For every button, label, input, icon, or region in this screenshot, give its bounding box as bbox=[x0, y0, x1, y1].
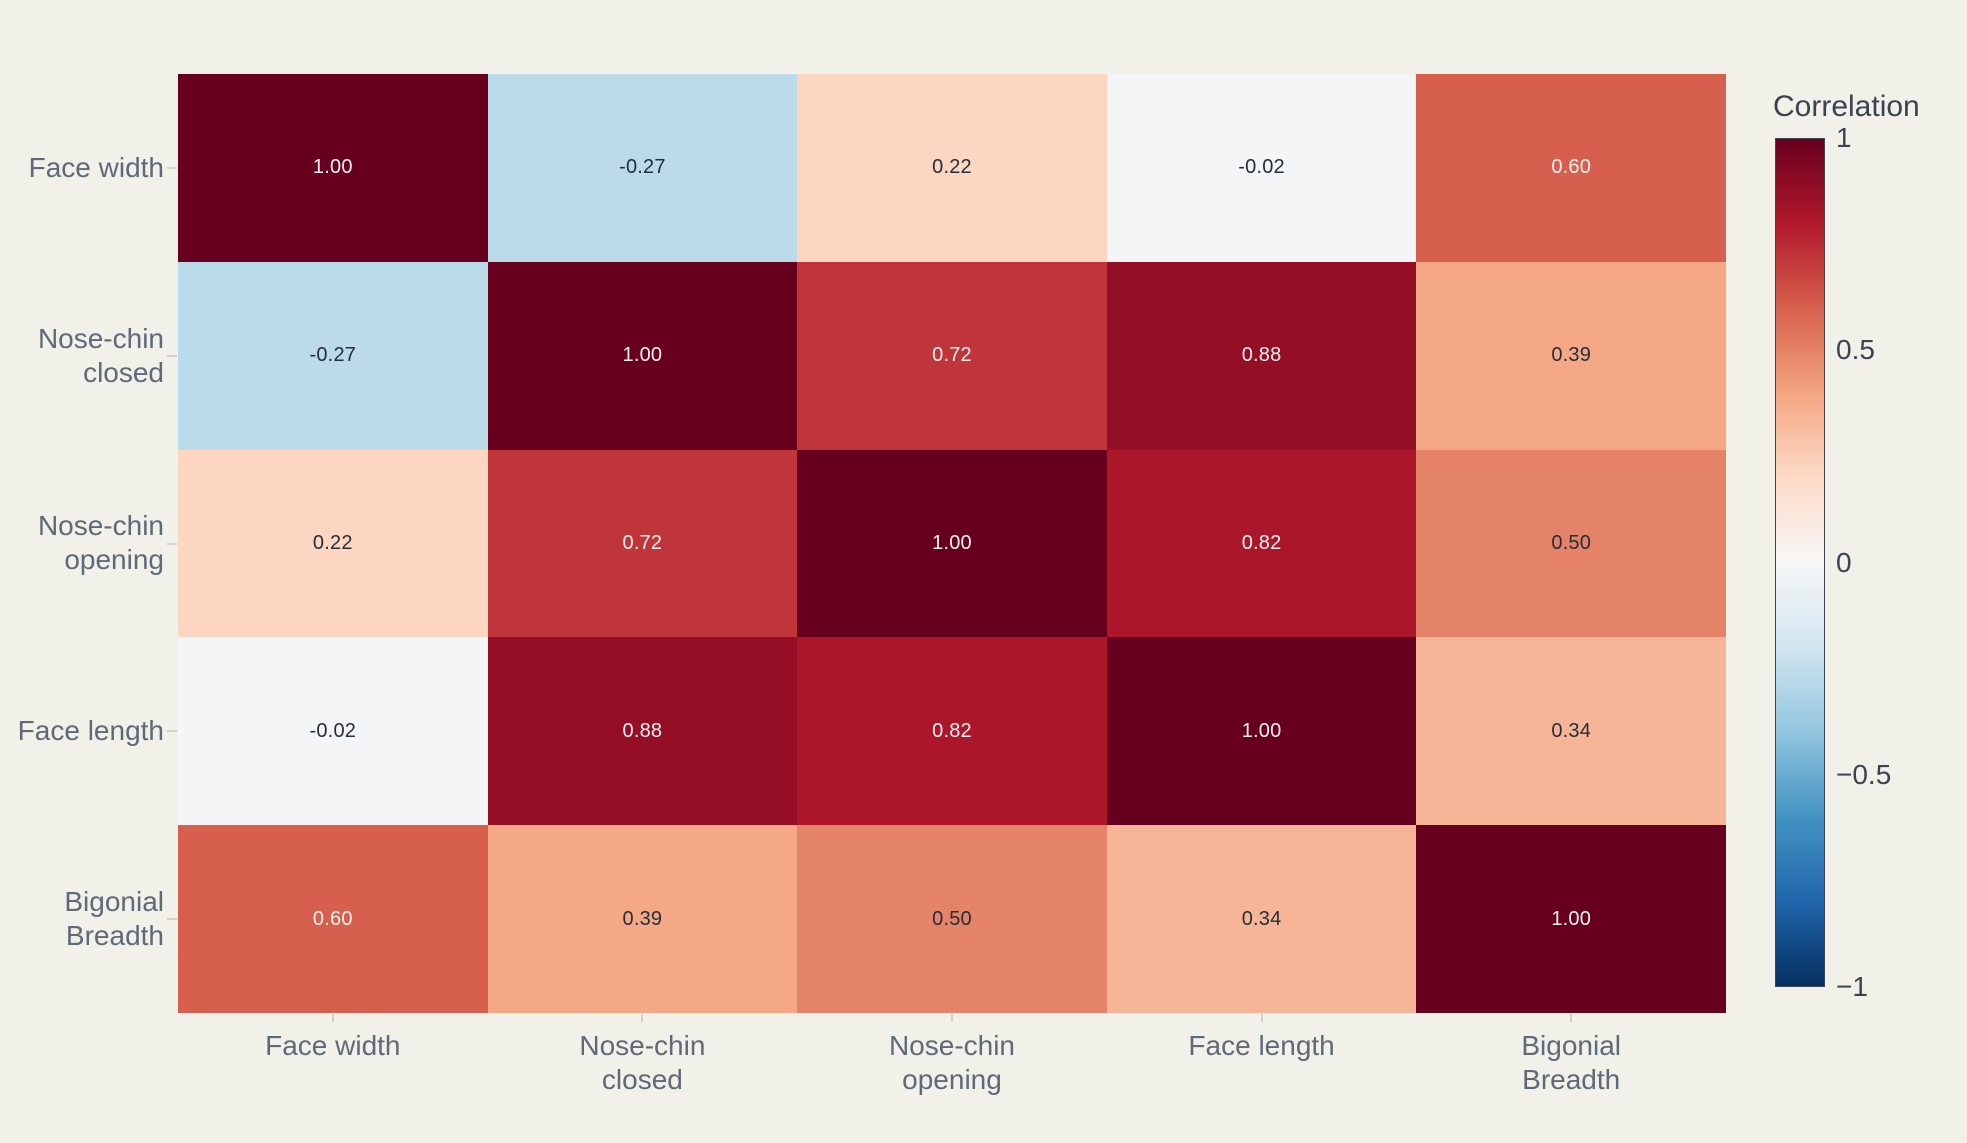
y-axis-label: Nose-chin closed bbox=[37, 322, 164, 388]
heatmap-cell[interactable]: 0.50 bbox=[1416, 449, 1726, 638]
heatmap-cell[interactable]: 0.88 bbox=[1106, 261, 1417, 450]
heatmap-cell[interactable]: 0.60 bbox=[1416, 74, 1726, 262]
heatmap-cell[interactable]: 0.39 bbox=[487, 825, 798, 1013]
x-axis-tick bbox=[331, 1014, 334, 1022]
x-axis-label: Nose-chin opening bbox=[888, 1030, 1016, 1095]
heatmap-cell[interactable]: 0.88 bbox=[487, 637, 798, 826]
x-axis-tick bbox=[1260, 1014, 1263, 1022]
x-axis-label: Nose-chin closed bbox=[579, 1030, 706, 1095]
heatmap-cell[interactable]: 0.50 bbox=[797, 825, 1107, 1013]
x-axis-tick bbox=[951, 1014, 953, 1022]
heatmap-cell[interactable]: 0.82 bbox=[797, 637, 1107, 826]
colorbar-tick-label: −1 bbox=[1836, 971, 1868, 1002]
cell-value: 0.50 bbox=[932, 907, 972, 930]
heatmap-cell[interactable]: 0.22 bbox=[178, 449, 488, 638]
cell-value: 0.22 bbox=[932, 156, 972, 179]
x-axis-tick bbox=[641, 1014, 644, 1022]
cell-value: 1.00 bbox=[1241, 719, 1282, 742]
cell-value: -0.02 bbox=[1238, 156, 1285, 179]
heatmap-cell[interactable]: 0.34 bbox=[1416, 637, 1726, 826]
cell-value: -0.27 bbox=[619, 156, 666, 179]
colorbar-tick-label: 1 bbox=[1836, 122, 1852, 153]
colorbar-tick-label: 0 bbox=[1836, 546, 1852, 578]
heatmap-cell[interactable]: -0.27 bbox=[178, 261, 488, 450]
y-axis-label: Bigonial Breadth bbox=[64, 886, 164, 952]
cell-value: 1.00 bbox=[622, 344, 663, 367]
y-axis-label: Face length bbox=[17, 715, 164, 747]
cell-value: 0.50 bbox=[1551, 531, 1592, 554]
cell-value: 0.60 bbox=[1551, 156, 1592, 179]
cell-value: 0.60 bbox=[312, 907, 353, 930]
y-axis-tick bbox=[167, 730, 177, 733]
x-axis-label: Bigonial Breadth bbox=[1521, 1030, 1621, 1095]
cell-value: 0.39 bbox=[1551, 344, 1592, 367]
cell-value: 1.00 bbox=[312, 156, 353, 179]
colorbar-title: Correlation bbox=[1773, 90, 1920, 123]
x-axis-label: Face width bbox=[265, 1030, 401, 1061]
heatmap-cell[interactable]: 1.00 bbox=[1416, 825, 1726, 1013]
cell-value: 0.72 bbox=[622, 531, 663, 554]
heatmap-cell[interactable]: -0.27 bbox=[487, 74, 798, 262]
cell-value: 0.82 bbox=[1241, 531, 1282, 554]
heatmap-cell[interactable]: 1.00 bbox=[1106, 637, 1417, 826]
y-axis-label: Nose-chin opening bbox=[37, 510, 164, 576]
heatmap-cell[interactable]: 0.34 bbox=[1106, 825, 1417, 1013]
heatmap-cell[interactable]: 1.00 bbox=[178, 74, 488, 262]
cell-value: 1.00 bbox=[1551, 907, 1592, 930]
y-axis-tick bbox=[167, 166, 177, 169]
cell-value: -0.27 bbox=[309, 344, 357, 367]
cell-value: -0.02 bbox=[309, 719, 357, 742]
heatmap-cell[interactable]: 0.82 bbox=[1106, 449, 1417, 638]
heatmap-cell[interactable]: 1.00 bbox=[797, 449, 1107, 638]
cell-value: 0.88 bbox=[622, 719, 663, 742]
y-axis-tick bbox=[167, 354, 177, 357]
heatmap-cell[interactable]: 0.39 bbox=[1416, 261, 1726, 450]
cell-value: 1.00 bbox=[932, 531, 972, 554]
x-axis-label: Face length bbox=[1188, 1030, 1335, 1061]
cell-value: 0.22 bbox=[312, 531, 353, 554]
colorbar-tick-label: −0.5 bbox=[1836, 758, 1892, 790]
heatmap-cell[interactable]: 0.60 bbox=[178, 825, 488, 1013]
heatmap-grid: 1.00 -0.27 0.22 -0.02 0.60 -0.27 1.00 0.72 0.88 0… bbox=[178, 74, 1726, 1013]
cell-value: 0.34 bbox=[1551, 719, 1592, 742]
cell-value: 0.39 bbox=[622, 907, 663, 930]
y-axis-tick bbox=[167, 542, 177, 545]
heatmap-cell[interactable]: 0.72 bbox=[487, 449, 798, 638]
heatmap-cell[interactable]: 1.00 bbox=[487, 261, 798, 450]
colorbar-gradient bbox=[1775, 138, 1825, 987]
cell-value: 0.88 bbox=[1241, 344, 1282, 367]
heatmap-cell[interactable]: -0.02 bbox=[1106, 74, 1417, 262]
y-axis-tick bbox=[167, 918, 177, 921]
y-axis-label: Face width bbox=[28, 151, 164, 183]
colorbar-tick-label: 0.5 bbox=[1836, 334, 1875, 366]
heatmap-cell[interactable]: -0.02 bbox=[178, 637, 488, 826]
cell-value: 0.72 bbox=[932, 344, 972, 367]
cell-value: 0.82 bbox=[932, 719, 972, 742]
cell-value: 0.34 bbox=[1241, 907, 1282, 930]
heatmap-cell[interactable]: 0.72 bbox=[797, 261, 1107, 450]
heatmap-cell[interactable]: 0.22 bbox=[797, 74, 1107, 262]
x-axis-tick bbox=[1570, 1014, 1573, 1022]
